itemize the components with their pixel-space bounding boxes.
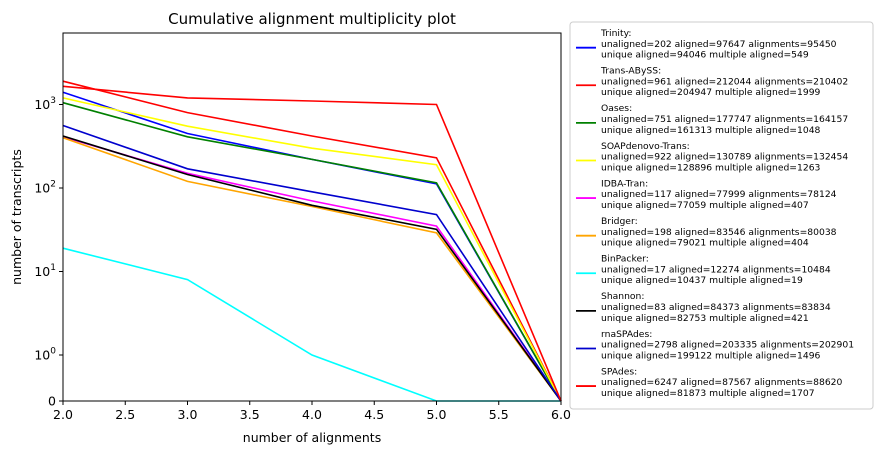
- x-tick-label: 2.0: [53, 407, 73, 422]
- series-line-7: [62, 135, 562, 402]
- y-tick-label: 103: [34, 96, 56, 112]
- legend-series-stats: unique aligned=199122 multiple aligned=1…: [601, 350, 821, 361]
- x-tick-label: 4.5: [364, 407, 384, 422]
- x-axis: 2.0 2.5 3.0 3.5 4.0 4.5 5.0 5.5 6.0: [53, 401, 571, 422]
- y-axis-label: number of transcripts: [9, 149, 24, 285]
- legend-series-name: Trans-ABySS:: [600, 66, 661, 77]
- series-line-5: [62, 136, 562, 402]
- legend-series-stats: unique aligned=82753 multiple aligned=42…: [601, 313, 809, 324]
- legend-entry: rnaSPAdes:unaligned=2798 aligned=203335 …: [576, 329, 854, 361]
- y-tick-label: 102: [34, 180, 56, 196]
- series-line-9: [62, 85, 562, 402]
- legend-entry: SPAdes:unaligned=6247 aligned=87567 alig…: [576, 366, 843, 399]
- x-tick-label: 5.0: [427, 407, 447, 422]
- legend-series-name: Bridger:: [601, 216, 638, 227]
- legend-series-stats: unaligned=751 aligned=177747 alignments=…: [601, 114, 848, 125]
- plot-frame: [62, 32, 562, 402]
- x-axis-label: number of alignments: [243, 430, 381, 445]
- legend-series-stats: unaligned=117 aligned=77999 alignments=7…: [601, 189, 837, 200]
- legend-series-name: SPAdes:: [601, 366, 637, 377]
- legend-entry: Oases:unaligned=751 aligned=177747 align…: [576, 103, 848, 136]
- legend-series-stats: unique aligned=77059 multiple aligned=40…: [601, 200, 809, 211]
- legend-series-stats: unaligned=202 aligned=97647 alignments=9…: [601, 39, 837, 50]
- x-tick-label: 2.5: [115, 407, 135, 422]
- plot-series-group: [62, 80, 562, 402]
- legend-series-name: rnaSPAdes:: [601, 329, 652, 340]
- legend-frame: [569, 21, 874, 410]
- legend-series-name: Trinity:: [600, 28, 631, 39]
- series-line-2: [62, 101, 562, 402]
- legend-entry: Bridger:unaligned=198 aligned=83546 alig…: [576, 216, 837, 249]
- chart-title: Cumulative alignment multiplicity plot: [168, 10, 456, 28]
- x-tick-label: 6.0: [551, 407, 571, 422]
- legend-series-name: IDBA-Tran:: [601, 178, 648, 189]
- legend-entry: Trans-ABySS:unaligned=961 aligned=212044…: [576, 66, 848, 98]
- legend-entry: Trinity:unaligned=202 aligned=97647 alig…: [576, 28, 837, 61]
- legend-series-name: Oases:: [601, 103, 632, 114]
- legend-series-stats: unaligned=17 aligned=12274 alignments=10…: [601, 264, 831, 275]
- legend-series-stats: unique aligned=94046 multiple aligned=54…: [601, 50, 809, 61]
- y-tick-label: 100: [34, 347, 56, 363]
- legend-series-stats: unique aligned=161313 multiple aligned=1…: [601, 125, 821, 136]
- series-line-8: [62, 124, 562, 402]
- legend-series-name: BinPacker:: [601, 254, 649, 265]
- legend-entry: Shannon:unaligned=83 aligned=84373 align…: [576, 291, 831, 324]
- legend-entry: SOAPdenovo-Trans:unaligned=922 aligned=1…: [576, 141, 848, 173]
- y-axis: 0 100 101 102 103: [34, 96, 63, 409]
- legend-series-stats: unique aligned=128896 multiple aligned=1…: [601, 162, 821, 173]
- legend-series-stats: unique aligned=79021 multiple aligned=40…: [601, 238, 809, 249]
- x-tick-label: 5.5: [489, 407, 509, 422]
- legend-series-stats: unique aligned=81873 multiple aligned=17…: [601, 388, 815, 399]
- legend-entry: IDBA-Tran:unaligned=117 aligned=77999 al…: [576, 178, 837, 211]
- legend-series-stats: unaligned=6247 aligned=87567 alignments=…: [601, 377, 843, 388]
- legend-series-stats: unique aligned=204947 multiple aligned=1…: [601, 87, 821, 98]
- legend-series-stats: unaligned=83 aligned=84373 alignments=83…: [601, 302, 831, 313]
- legend-series-stats: unaligned=2798 aligned=203335 alignments…: [601, 340, 854, 351]
- legend-series-name: Shannon:: [601, 291, 644, 302]
- x-tick-label: 3.0: [178, 407, 198, 422]
- x-tick-label: 4.0: [302, 407, 322, 422]
- legend: Trinity:unaligned=202 aligned=97647 alig…: [569, 21, 874, 410]
- legend-series-stats: unique aligned=10437 multiple aligned=19: [601, 275, 803, 286]
- y-tick-label: 0: [48, 394, 56, 409]
- x-tick-label: 3.5: [240, 407, 260, 422]
- legend-series-stats: unaligned=922 aligned=130789 alignments=…: [601, 152, 848, 163]
- legend-entry: BinPacker:unaligned=17 aligned=12274 ali…: [576, 254, 831, 286]
- series-line-1: [62, 80, 562, 402]
- legend-series-name: SOAPdenovo-Trans:: [601, 141, 690, 152]
- legend-series-stats: unaligned=961 aligned=212044 alignments=…: [601, 76, 848, 87]
- legend-series-stats: unaligned=198 aligned=83546 alignments=8…: [601, 227, 837, 238]
- y-tick-label: 101: [34, 263, 56, 279]
- series-line-3: [62, 97, 562, 402]
